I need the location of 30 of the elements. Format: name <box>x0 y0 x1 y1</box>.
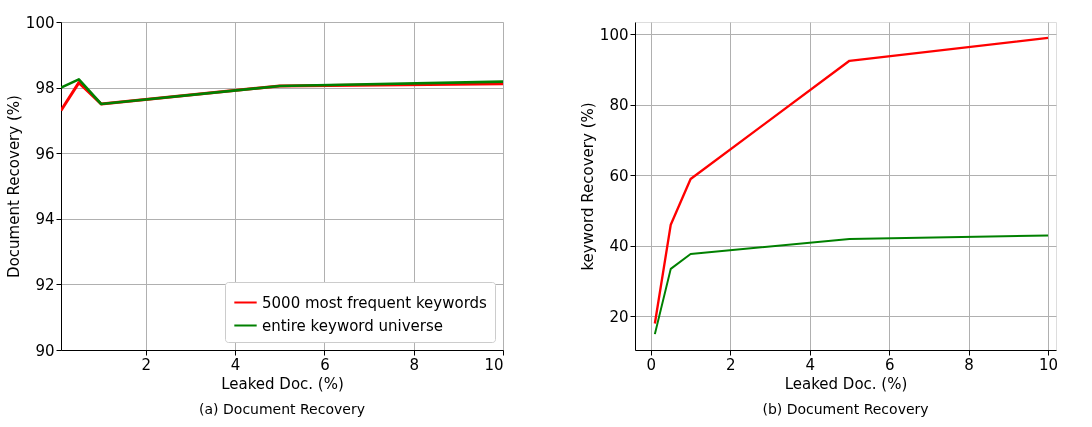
x-tick-label: 2 <box>141 355 152 374</box>
y-tick-label: 80 <box>609 96 629 115</box>
x-tick-label: 8 <box>409 355 419 374</box>
x-tick-label: 4 <box>805 355 816 374</box>
y-tick-label: 20 <box>609 307 629 326</box>
text: (a) Document Recovery <box>199 401 365 417</box>
y-tick-label: 40 <box>609 237 629 256</box>
x-tick-label: 10 <box>484 355 504 374</box>
legend-label: 5000 most frequent keywords <box>262 293 488 312</box>
x-tick-label: 4 <box>230 355 241 374</box>
y-tick-label: 92 <box>35 275 55 294</box>
y-tick-label: 98 <box>35 79 55 98</box>
y-tick-label: 60 <box>609 166 629 185</box>
x-tick-label: 6 <box>884 355 895 374</box>
y-axis-title: keyword Recovery (%) <box>578 102 597 271</box>
x-tick-label: 6 <box>320 355 330 374</box>
legend-label: entire keyword universe <box>262 316 444 335</box>
y-tick-label: 94 <box>35 210 55 229</box>
y-axis-title: Document Recovery (%) <box>4 95 23 278</box>
x-tick-label: 0 <box>646 355 657 374</box>
x-axis-title: Leaked Doc. (%) <box>221 374 344 393</box>
y-tick-label: 100 <box>599 25 629 44</box>
x-tick-label: 10 <box>1039 355 1059 374</box>
y-tick-label: 96 <box>35 144 55 163</box>
x-tick-label: 8 <box>964 355 974 374</box>
x-axis-title: Leaked Doc. (%) <box>784 374 908 393</box>
text: (b) Document Recovery <box>762 401 929 417</box>
x-tick-label: 2 <box>726 355 736 374</box>
y-tick-label: 100 <box>25 13 55 32</box>
y-tick-label: 90 <box>35 341 55 360</box>
